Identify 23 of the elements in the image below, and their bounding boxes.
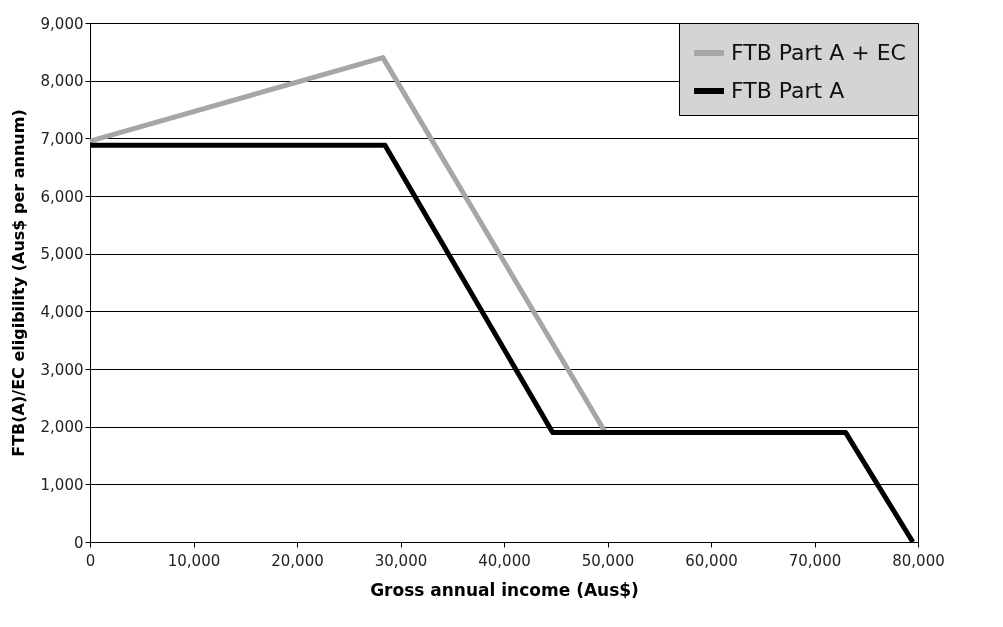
legend-label: FTB Part A + EC (731, 40, 906, 65)
y-tick-label: 5,000 (40, 245, 84, 264)
x-tick-label: 80,000 (892, 551, 945, 570)
y-tick-label: 1,000 (40, 475, 84, 494)
legend-label: FTB Part A (731, 78, 845, 103)
x-tick-label: 20,000 (271, 551, 324, 570)
x-tick-label: 0 (85, 551, 96, 570)
y-tick-label: 8,000 (40, 72, 84, 91)
x-axis-title: Gross annual income (Aus$) (370, 579, 639, 600)
y-tick-label: 3,000 (40, 360, 84, 379)
y-tick-label: 9,000 (40, 14, 84, 33)
x-tick-label: 40,000 (478, 551, 531, 570)
x-tick-label: 10,000 (167, 551, 221, 570)
y-tick-label: 2,000 (40, 418, 84, 437)
y-tick-label: 0 (73, 533, 84, 552)
y-tick-label: 7,000 (40, 129, 84, 148)
y-axis-title: FTB(A)/EC eligibility (Aus$ per annum) (8, 109, 28, 457)
x-tick-label: 70,000 (788, 551, 842, 570)
y-tick-label: 6,000 (40, 187, 84, 206)
x-tick-label: 30,000 (374, 551, 428, 570)
y-tick-label: 4,000 (40, 302, 84, 321)
x-tick-label: 60,000 (685, 551, 738, 570)
x-tick-label: 50,000 (581, 551, 635, 570)
